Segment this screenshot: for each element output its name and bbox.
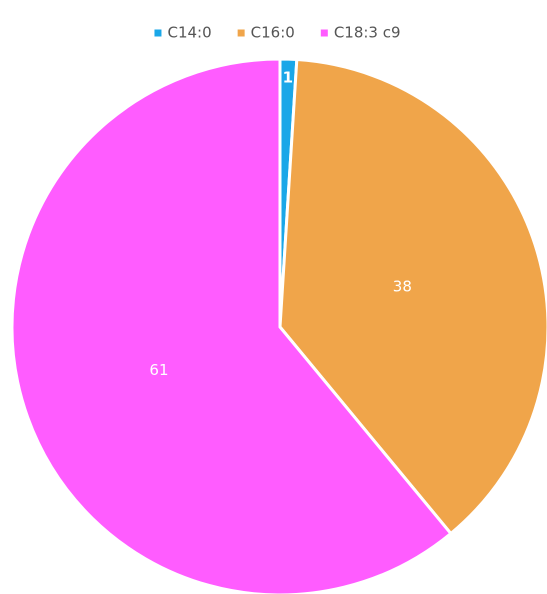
slice-label: 61 [149,361,168,379]
legend-label: C16:0 [251,24,295,42]
slice-label: 38 [393,278,412,296]
legend-label: C18:3 c9 [334,24,401,42]
legend-label: C14:0 [167,24,211,42]
pie-slice [10,57,453,594]
legend-marker [237,29,245,37]
legend-marker [320,29,328,37]
legend-marker [154,29,162,37]
pie-slice [278,57,547,536]
legend: C14:0 C16:0 C18:3 c9 [154,24,401,42]
slice-label: 1 [283,68,293,86]
